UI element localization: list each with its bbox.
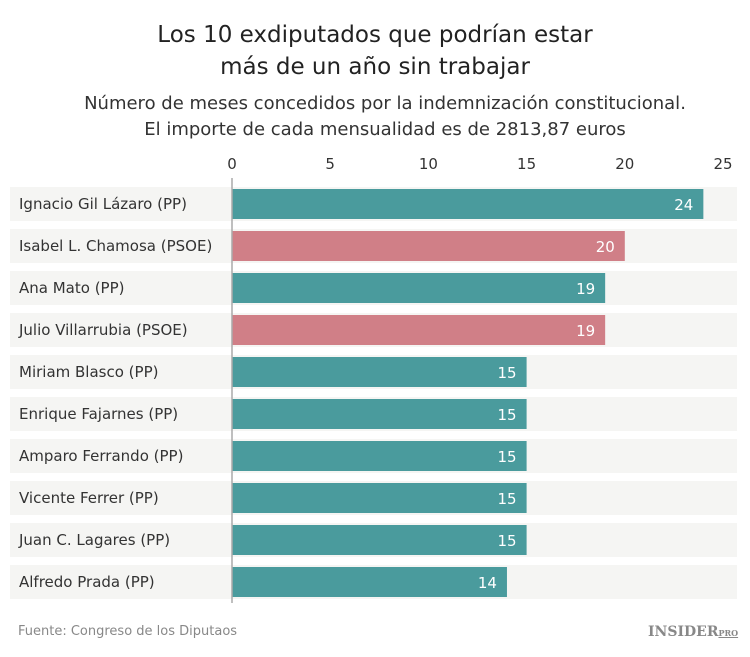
bar	[232, 273, 606, 303]
source-note: Fuente: Congreso de los Diputaos	[18, 624, 238, 639]
bar	[232, 441, 527, 471]
x-tick-label: 0	[227, 155, 237, 173]
data-label: 24	[674, 196, 693, 214]
data-label: 15	[498, 490, 517, 508]
data-label: 19	[576, 322, 595, 340]
category-label: Miriam Blasco (PP)	[19, 363, 158, 381]
data-label: 15	[498, 364, 517, 382]
category-label: Alfredo Prada (PP)	[19, 573, 155, 591]
x-tick-label: 20	[615, 155, 634, 173]
bar	[232, 483, 527, 513]
x-tick-label: 10	[419, 155, 438, 173]
data-label: 19	[576, 280, 595, 298]
chart-subtitle-line-1: Número de meses concedidos por la indemn…	[84, 93, 686, 114]
bar	[232, 567, 507, 597]
bar	[232, 189, 704, 219]
chart-subtitle-line-2: El importe de cada mensualidad es de 281…	[144, 119, 626, 140]
bar	[232, 525, 527, 555]
data-label: 14	[478, 574, 497, 592]
insider-pro-logo: INSIDERPRO	[648, 624, 739, 640]
x-tick-label: 25	[713, 155, 732, 173]
category-label: Vicente Ferrer (PP)	[19, 489, 159, 507]
data-label: 15	[498, 532, 517, 550]
category-label: Ana Mato (PP)	[19, 279, 124, 297]
data-label: 15	[498, 448, 517, 466]
bar	[232, 231, 625, 261]
bar	[232, 315, 606, 345]
category-label: Amparo Ferrando (PP)	[19, 447, 183, 465]
x-tick-label: 15	[517, 155, 536, 173]
bar	[232, 357, 527, 387]
category-label: Enrique Fajarnes (PP)	[19, 405, 178, 423]
bar	[232, 399, 527, 429]
category-label: Ignacio Gil Lázaro (PP)	[19, 195, 187, 213]
category-label: Julio Villarrubia (PSOE)	[18, 321, 188, 339]
category-label: Juan C. Lagares (PP)	[18, 531, 170, 549]
data-label: 15	[498, 406, 517, 424]
x-tick-label: 5	[325, 155, 335, 173]
category-label: Isabel L. Chamosa (PSOE)	[19, 237, 212, 255]
chart-title-line-2: más de un año sin trabajar	[220, 54, 530, 80]
data-label: 20	[596, 238, 615, 256]
chart-title-line-1: Los 10 exdiputados que podrían estar	[157, 22, 593, 48]
